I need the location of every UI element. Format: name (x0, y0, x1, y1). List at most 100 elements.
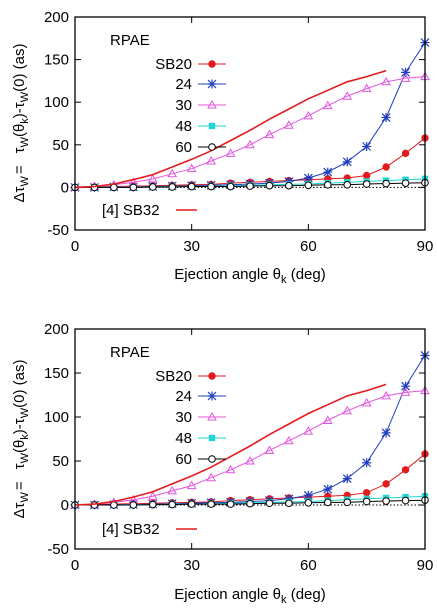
y-tick-label: 0 (61, 179, 69, 196)
x-tick-label: 60 (300, 557, 317, 574)
data-point (362, 458, 372, 468)
data-point (304, 499, 313, 507)
data-point (342, 474, 352, 484)
data-point (148, 183, 157, 191)
data-point (323, 167, 333, 177)
data-point (206, 155, 216, 165)
legend-title: RPAE (110, 344, 150, 361)
data-point (382, 179, 390, 188)
series-line (74, 69, 387, 189)
x-axis-label: Ejection angle θk (deg) (174, 586, 325, 606)
data-point (361, 397, 372, 407)
legend-label: [4] SB32 (102, 202, 160, 219)
series-60 (71, 496, 429, 509)
series-4-SB32 (74, 383, 387, 506)
data-point (382, 480, 390, 488)
y-tick-label: 100 (44, 94, 69, 111)
series-line (74, 390, 426, 506)
series-line (75, 355, 426, 506)
data-point (207, 500, 215, 508)
x-tick-label: 90 (417, 557, 434, 574)
data-point (245, 139, 255, 149)
data-point (265, 181, 274, 190)
legend-marker (208, 143, 216, 151)
legend-label: 24 (175, 388, 192, 405)
y-tick-label: -50 (47, 222, 69, 239)
data-point (362, 497, 371, 506)
legend-label: 24 (175, 76, 192, 93)
data-point (382, 163, 390, 171)
data-point (225, 464, 236, 474)
data-point (129, 501, 138, 509)
series-30 (70, 71, 430, 191)
y-axis-label: ΔτW=τW(θk)-τW(0) (as) (11, 360, 31, 519)
data-point (303, 173, 313, 183)
data-point (401, 67, 411, 77)
data-point (187, 182, 196, 191)
legend-label: SB20 (155, 368, 192, 385)
legend-marker (207, 79, 217, 89)
legend-label: 60 (175, 139, 192, 156)
data-point (206, 472, 216, 482)
data-point (342, 405, 353, 415)
data-point (322, 415, 333, 425)
legend-marker (208, 372, 216, 380)
data-point (285, 181, 293, 190)
series-line (74, 76, 426, 188)
data-point (168, 183, 177, 191)
series-line (74, 383, 387, 506)
data-point (401, 149, 410, 158)
data-point (147, 491, 158, 500)
y-tick-label: -50 (47, 541, 69, 558)
data-point (226, 182, 235, 191)
data-point (246, 499, 254, 508)
data-point (265, 499, 274, 508)
data-point (285, 499, 293, 508)
data-point (381, 76, 391, 86)
data-point (382, 497, 390, 505)
x-tick-label: 60 (300, 238, 317, 255)
legend-label: 30 (175, 409, 192, 426)
data-point (303, 490, 313, 500)
x-tick-label: 0 (71, 238, 79, 255)
y-axis-label: ΔτW=τW(θk)-τW(0) (as) (11, 44, 31, 203)
data-point (362, 142, 372, 152)
data-point (245, 455, 255, 465)
legend-marker (208, 455, 216, 463)
data-point (400, 73, 411, 82)
data-point (225, 148, 236, 157)
y-tick-label: 50 (52, 137, 69, 154)
legend-label: 30 (175, 97, 192, 114)
data-point (401, 466, 410, 474)
data-point (186, 480, 197, 490)
legend-marker (207, 99, 217, 109)
y-tick-label: 100 (44, 409, 69, 426)
series-line (75, 42, 426, 188)
data-point (186, 163, 197, 173)
data-point (362, 171, 371, 180)
x-tick-label: 90 (417, 238, 434, 255)
data-point (323, 498, 332, 507)
y-tick-label: 200 (44, 9, 69, 26)
data-point (322, 100, 333, 110)
data-point (401, 381, 411, 391)
data-point (129, 183, 138, 192)
data-point (401, 496, 410, 505)
data-point (246, 182, 254, 190)
data-point (381, 428, 391, 438)
legend-marker (208, 434, 216, 442)
data-point (323, 181, 332, 189)
legend-label: [4] SB32 (102, 521, 160, 538)
legend-label: 48 (175, 430, 192, 447)
series-24 (70, 38, 430, 192)
data-point (400, 387, 411, 396)
y-tick-label: 150 (44, 365, 69, 382)
legend-marker (208, 60, 216, 68)
x-tick-label: 30 (183, 238, 200, 255)
data-point (323, 484, 333, 494)
data-point (264, 129, 275, 139)
legend-label: 48 (175, 118, 192, 135)
data-point (110, 501, 118, 509)
legend-marker (207, 391, 217, 401)
